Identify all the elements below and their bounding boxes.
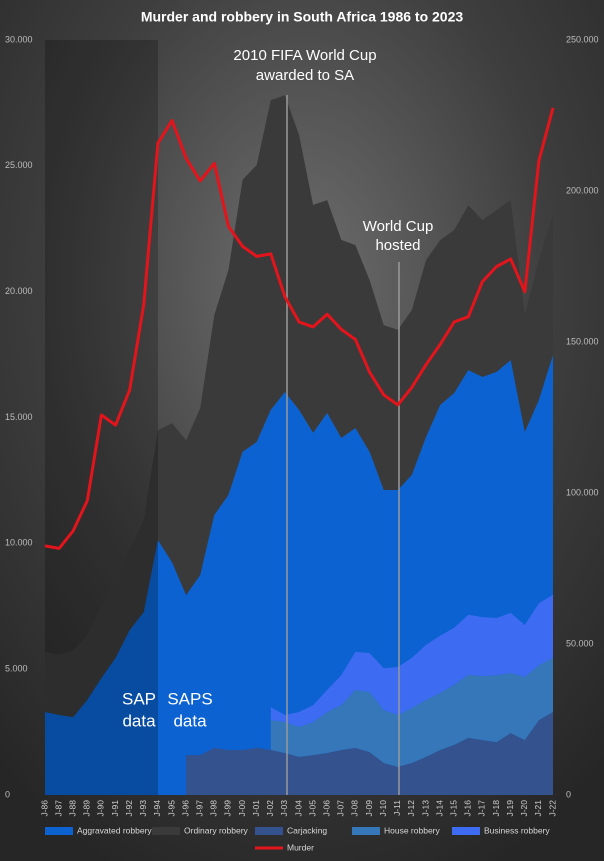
x-tick-label: J-86: [39, 800, 49, 817]
x-tick-label: J-93: [138, 800, 148, 817]
x-tick-label: J-91: [110, 800, 120, 817]
x-tick-label: J-16: [463, 800, 473, 817]
line: [44, 107, 555, 550]
area: [270, 657, 553, 767]
x-tick-label: J-18: [491, 800, 501, 817]
y-tick-label: 10.000: [5, 538, 33, 548]
legend-swatch: [255, 827, 283, 835]
x-tick-label: J-02: [265, 800, 275, 817]
legend-label: Carjacking: [287, 825, 327, 835]
legend-swatch: [45, 827, 73, 835]
legend-label: House robbery: [384, 825, 441, 835]
y2-tick-label: 0: [566, 789, 571, 799]
x-tick-label: J-06: [321, 800, 331, 817]
x-tick-label: J-15: [448, 800, 458, 817]
y-tick-label: 30.000: [5, 34, 33, 44]
annotation: SAP: [122, 689, 156, 708]
x-tick-label: J-09: [364, 800, 374, 817]
area: [186, 712, 553, 795]
x-tick-label: J-05: [307, 800, 317, 817]
area: [45, 95, 553, 718]
x-tick-label: J-95: [166, 800, 176, 817]
x-tick-label: J-14: [434, 800, 444, 817]
x-tick-label: J-21: [533, 800, 543, 817]
x-tick-label: J-10: [378, 800, 388, 817]
x-tick-label: J-87: [53, 800, 63, 817]
y-tick-label: 5.000: [5, 664, 28, 674]
y2-tick-label: 50.000: [566, 638, 594, 648]
annotation: World Cup: [363, 218, 434, 235]
area: [270, 594, 553, 727]
y-tick-label: 15.000: [5, 412, 33, 422]
x-tick-label: J-94: [152, 800, 162, 817]
x-tick-label: J-88: [67, 800, 77, 817]
legend-label: Ordinary robbery: [184, 825, 249, 835]
chart-title: Murder and robbery in South Africa 1986 …: [141, 9, 464, 25]
x-tick-label: J-07: [336, 800, 346, 817]
x-tick-label: J-01: [251, 800, 261, 817]
x-tick-label: J-22: [547, 800, 557, 817]
x-tick-label: J-04: [293, 800, 303, 817]
y-tick-label: 0: [5, 789, 10, 799]
x-tick-label: J-90: [96, 800, 106, 817]
x-tick-label: J-92: [124, 800, 134, 817]
x-tick-label: J-20: [519, 800, 529, 817]
annotation: 2010 FIFA World Cup: [233, 47, 376, 64]
legend-swatch: [152, 827, 180, 835]
y2-tick-label: 250.000: [566, 34, 599, 44]
legend-swatch: [352, 827, 380, 835]
annotation: hosted: [375, 237, 420, 254]
x-tick-label: J-00: [237, 800, 247, 817]
legend-label: Murder: [287, 842, 314, 852]
x-tick-label: J-99: [223, 800, 233, 817]
x-tick-label: J-98: [209, 800, 219, 817]
x-tick-label: J-13: [420, 800, 430, 817]
x-tick-label: J-89: [82, 800, 92, 817]
legend-label: Aggravated robbery: [77, 825, 152, 835]
legend-label: Business robbery: [484, 825, 550, 835]
annotation: data: [173, 711, 207, 730]
y-tick-label: 25.000: [5, 160, 33, 170]
x-tick-label: J-17: [477, 800, 487, 817]
x-tick-label: J-19: [505, 800, 515, 817]
legend-swatch: [452, 827, 480, 835]
y2-tick-label: 100.000: [566, 487, 599, 497]
x-tick-label: J-97: [194, 800, 204, 817]
x-tick-label: J-08: [350, 800, 360, 817]
x-tick-label: J-03: [279, 800, 289, 817]
y2-tick-label: 150.000: [566, 336, 599, 346]
annotation: SAPS: [167, 689, 212, 708]
annotation: awarded to SA: [256, 67, 354, 84]
y-tick-label: 20.000: [5, 286, 33, 296]
x-tick-label: J-12: [406, 800, 416, 817]
x-tick-label: J-11: [392, 800, 402, 816]
y2-tick-label: 200.000: [566, 185, 599, 195]
annotation: data: [122, 711, 156, 730]
x-tick-label: J-96: [180, 800, 190, 817]
